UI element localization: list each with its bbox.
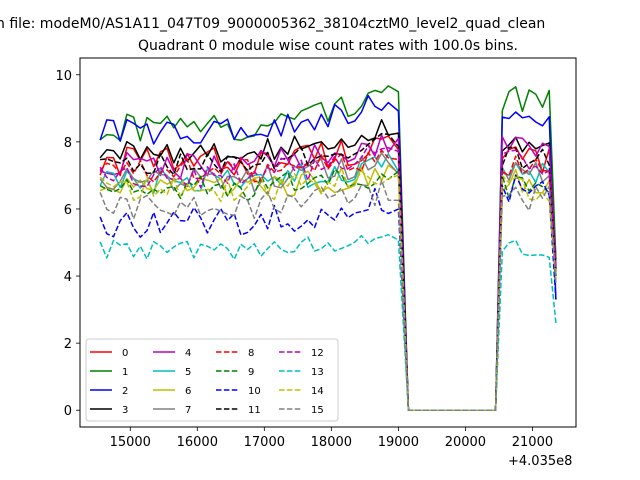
x-tick-label: 17000 (244, 435, 285, 450)
legend-label-13: 13 (311, 367, 324, 378)
legend-label-0: 0 (122, 348, 128, 359)
x-axis: 15000 16000 17000 18000 19000 20000 21000 (110, 427, 553, 450)
y-tick-label: 0 (64, 404, 72, 419)
legend-label-14: 14 (311, 386, 324, 397)
legend-label-1: 1 (122, 367, 128, 378)
x-tick-label: 16000 (177, 435, 218, 450)
x-tick-label: 20000 (445, 435, 486, 450)
legend-label-12: 12 (311, 348, 324, 359)
y-tick-label: 4 (64, 270, 72, 285)
legend-label-10: 10 (248, 386, 261, 397)
figure-suptitle: n file: modeM0/AS1A11_047T09_9000005362_… (0, 16, 545, 32)
x-tick-label: 15000 (110, 435, 151, 450)
x-tick-label: 19000 (378, 435, 419, 450)
legend-frame (85, 338, 339, 422)
series-line-13 (99, 233, 557, 411)
series-line-15 (99, 179, 557, 411)
axes-frame (79, 57, 577, 428)
x-tick-label: 18000 (311, 435, 352, 450)
x-tick-label: 21000 (512, 435, 553, 450)
legend-label-5: 5 (185, 367, 191, 378)
x-offset-label: +4.035e8 (508, 454, 572, 469)
legend-label-8: 8 (248, 348, 254, 359)
legend-label-2: 2 (122, 386, 128, 397)
legend-label-3: 3 (122, 405, 128, 416)
axes-title: Quadrant 0 module wise count rates with … (138, 38, 518, 54)
series-layer (99, 85, 557, 411)
series-line-8 (99, 149, 557, 411)
y-axis: 0 2 4 6 8 10 (55, 69, 80, 419)
y-tick-label: 2 (64, 337, 72, 352)
legend-label-15: 15 (311, 405, 324, 416)
legend-label-9: 9 (248, 367, 254, 378)
legend-label-6: 6 (185, 386, 191, 397)
y-tick-label: 10 (55, 69, 72, 84)
y-tick-label: 8 (64, 136, 72, 151)
y-tick-label: 6 (64, 203, 72, 218)
legend-label-4: 4 (185, 348, 191, 359)
legend-label-11: 11 (248, 405, 261, 416)
legend-label-7: 7 (185, 405, 191, 416)
